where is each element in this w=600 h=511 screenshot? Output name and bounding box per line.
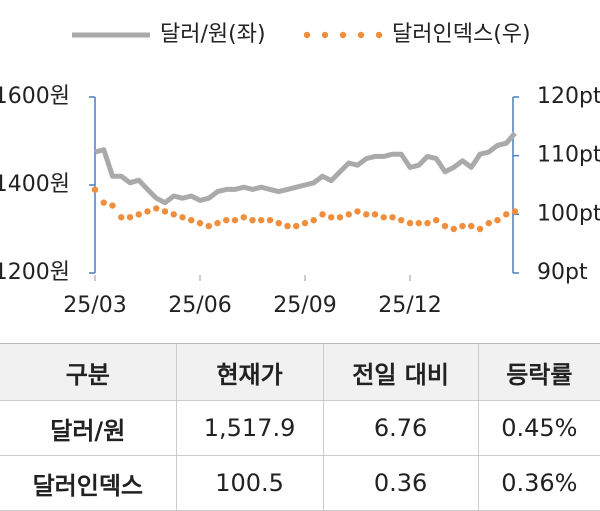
data-dot xyxy=(371,211,379,218)
data-dot xyxy=(223,217,230,224)
y2-tick-label: 110pt xyxy=(537,143,600,168)
data-dot xyxy=(380,214,387,221)
data-dot xyxy=(406,219,414,227)
data-dot xyxy=(328,214,335,221)
header-cell: 전일 대비 xyxy=(322,343,479,401)
x-tick-label: 25/09 xyxy=(273,293,336,318)
y-tick-label: 1600원 xyxy=(0,84,70,109)
legend-swatch xyxy=(321,31,329,39)
data-dot xyxy=(503,211,510,218)
data-dot xyxy=(275,219,282,227)
data-dot xyxy=(258,217,265,224)
data-dot xyxy=(363,211,370,218)
data-dot xyxy=(468,222,475,230)
data-dot xyxy=(345,211,352,218)
data-dot xyxy=(494,217,501,224)
cell: 0.36% xyxy=(477,455,600,511)
legend-swatch xyxy=(339,31,347,39)
data-dot xyxy=(231,217,239,224)
data-dot xyxy=(354,208,361,215)
header-row: 구분 현재가 전일 대비 등락률 xyxy=(0,343,600,401)
data-dot xyxy=(415,219,422,227)
data-dot xyxy=(249,217,256,224)
data-dot xyxy=(293,222,300,230)
data-dot xyxy=(118,214,125,221)
y-tick-label: 1200원 xyxy=(0,260,70,285)
data-dot xyxy=(170,211,177,218)
data-dot xyxy=(214,219,221,227)
cell: 달러/원 xyxy=(0,400,177,456)
data-dot xyxy=(135,211,142,218)
data-line xyxy=(94,131,517,206)
header-cell: 등락률 xyxy=(477,343,600,401)
quote-table: 구분 현재가 전일 대비 등락률 달러/원 1,517.9 6.76 0.45%… xyxy=(0,343,600,511)
x-tick-label: 25/03 xyxy=(63,293,126,318)
cell: 0.45% xyxy=(477,400,600,456)
y2-tick-label: 120pt xyxy=(537,84,600,109)
data-dot xyxy=(398,217,405,224)
cell: 0.36 xyxy=(322,455,479,511)
row: 달러인덱스 100.5 0.36 0.36% xyxy=(0,455,600,511)
data-dot xyxy=(459,222,466,230)
data-dot xyxy=(511,208,519,215)
data-dot xyxy=(100,199,107,206)
y2-tick-label: 100pt xyxy=(537,201,600,226)
cell: 6.76 xyxy=(322,400,479,456)
data-dot xyxy=(336,214,344,221)
data-dot xyxy=(188,217,195,224)
header-cell: 현재가 xyxy=(175,343,324,401)
data-dot xyxy=(153,205,160,212)
data-dot xyxy=(240,214,247,221)
data-dot xyxy=(310,217,317,224)
legend-label: 달러인덱스(우) xyxy=(392,22,531,47)
y2-tick-label: 90pt xyxy=(537,260,588,285)
y-tick-label: 1400원 xyxy=(0,172,70,197)
data-dot xyxy=(266,217,274,224)
cell: 1,517.9 xyxy=(175,400,324,456)
data-dot xyxy=(205,222,212,230)
data-dot xyxy=(126,214,134,221)
data-dot xyxy=(161,208,169,215)
data-dot xyxy=(424,219,431,227)
data-dot xyxy=(485,219,492,227)
legend-label: 달러/원(좌) xyxy=(160,22,266,47)
data-dot xyxy=(284,222,291,230)
data-dot xyxy=(433,217,440,224)
data-dot xyxy=(144,208,151,215)
legend-swatch xyxy=(375,31,383,39)
row: 달러/원 1,517.9 6.76 0.45% xyxy=(0,400,600,456)
header-cell: 구분 xyxy=(0,343,177,401)
x-tick-label: 25/12 xyxy=(378,293,441,318)
data-dot xyxy=(196,219,204,227)
x-tick-label: 25/06 xyxy=(168,293,231,318)
data-dot xyxy=(450,225,457,233)
legend-swatch xyxy=(357,31,365,39)
data-dot xyxy=(389,214,396,221)
data-dot xyxy=(301,219,309,227)
cell: 달러인덱스 xyxy=(0,455,177,511)
data-dot xyxy=(179,214,186,221)
data-dot xyxy=(476,225,484,233)
data-dot xyxy=(109,202,116,209)
data-dot xyxy=(91,186,99,193)
legend-swatch xyxy=(303,31,311,39)
chart: 1200원 1400원 1600원 90pt 100pt 110pt 120pt 25/03 2… xyxy=(0,22,600,318)
cell: 100.5 xyxy=(175,455,324,511)
data-dot xyxy=(319,211,326,218)
data-dot xyxy=(441,222,449,230)
